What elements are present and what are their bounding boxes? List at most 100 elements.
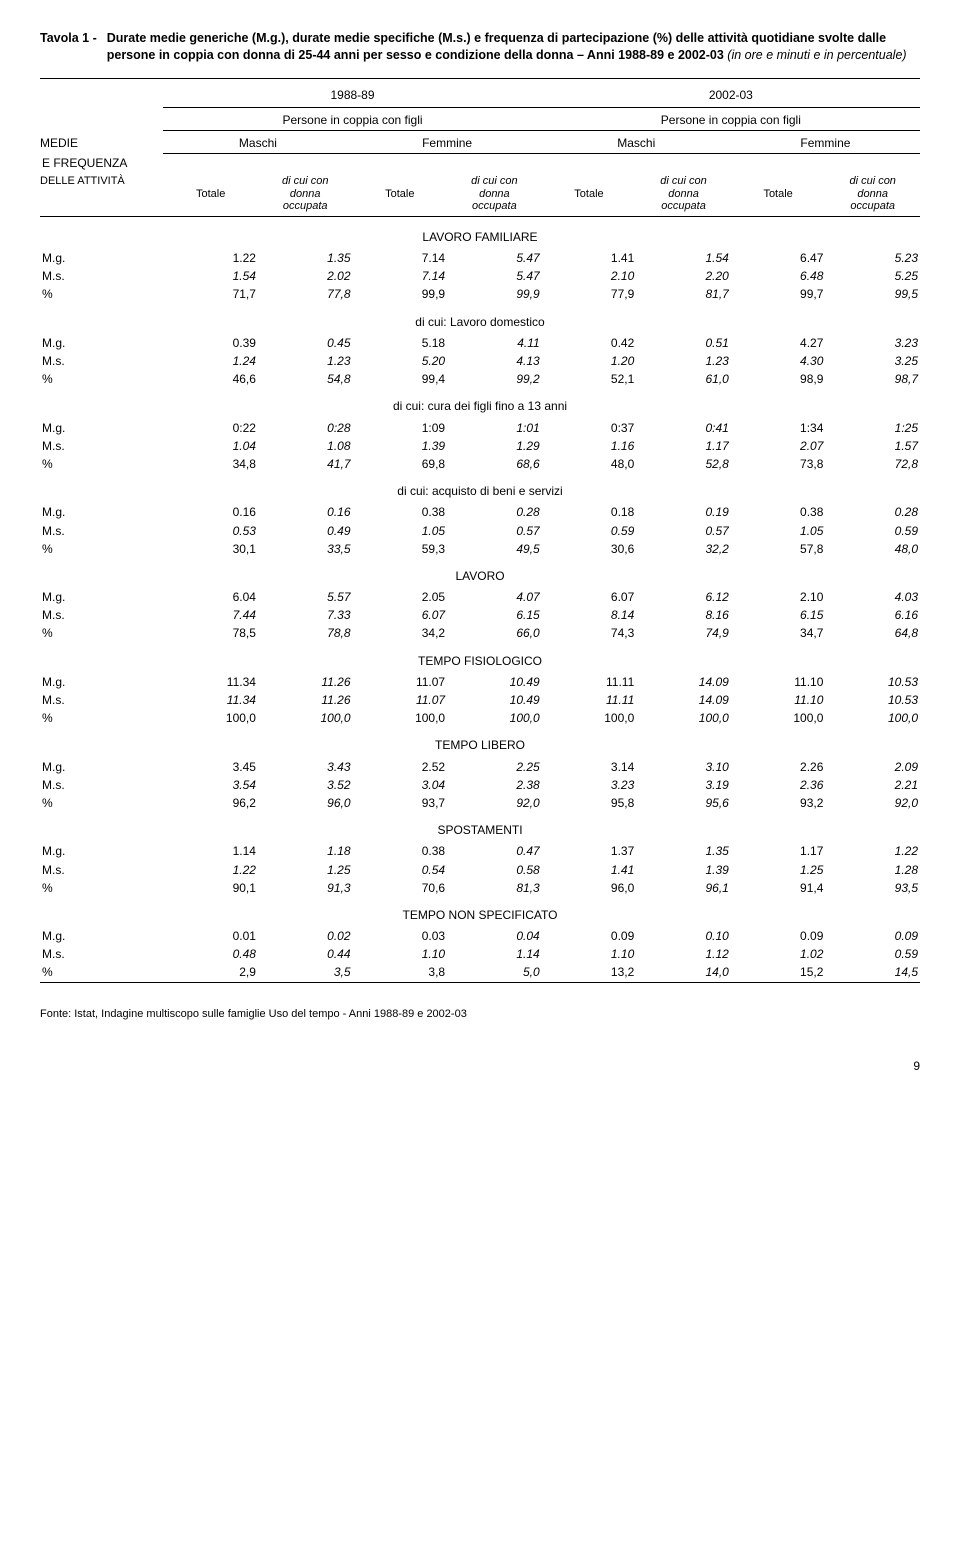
data-cell: 61,0 <box>636 370 731 388</box>
data-cell: 5.47 <box>447 249 542 267</box>
row-label: M.s. <box>40 437 163 455</box>
col-tot: Totale <box>731 172 826 216</box>
table-row: M.s.11.3411.2611.0710.4911.1114.0911.101… <box>40 691 920 709</box>
col-subheader-row: DELLE ATTIVITÀ Totale di cui condonnaocc… <box>40 172 920 216</box>
data-cell: 0.59 <box>542 522 637 540</box>
row-label: M.s. <box>40 267 163 285</box>
row-label: M.s. <box>40 945 163 963</box>
data-cell: 2.52 <box>353 758 448 776</box>
section-title: TEMPO NON SPECIFICATO <box>40 897 920 927</box>
data-cell: 7.33 <box>258 606 353 624</box>
data-cell: 3.25 <box>825 352 920 370</box>
data-cell: 41,7 <box>258 455 353 473</box>
data-cell: 48,0 <box>542 455 637 473</box>
rule-sex: E FREQUENZA <box>40 154 920 172</box>
data-cell: 0.10 <box>636 927 731 945</box>
data-cell: 6.15 <box>731 606 826 624</box>
data-cell: 10.49 <box>447 673 542 691</box>
col-dicui: di cui condonnaoccupata <box>636 172 731 216</box>
section-title: LAVORO <box>40 558 920 588</box>
data-cell: 100,0 <box>731 709 826 727</box>
table-row: M.s.1.542.027.145.472.102.206.485.25 <box>40 267 920 285</box>
data-cell: 0.04 <box>447 927 542 945</box>
data-cell: 95,8 <box>542 794 637 812</box>
data-cell: 10.53 <box>825 691 920 709</box>
data-cell: 5.47 <box>447 267 542 285</box>
data-cell: 11.10 <box>731 691 826 709</box>
col-dicui: di cui condonnaoccupata <box>258 172 353 216</box>
row-label: M.s. <box>40 522 163 540</box>
data-cell: 100,0 <box>447 709 542 727</box>
data-cell: 1.20 <box>542 352 637 370</box>
data-cell: 0.38 <box>353 503 448 521</box>
data-cell: 99,2 <box>447 370 542 388</box>
data-cell: 1.08 <box>258 437 353 455</box>
data-cell: 0.09 <box>542 927 637 945</box>
section-header: TEMPO FISIOLOGICO <box>40 643 920 673</box>
rule-bottom <box>40 982 920 985</box>
section-title: TEMPO LIBERO <box>40 727 920 757</box>
data-cell: 0.59 <box>825 945 920 963</box>
rule-top <box>40 78 920 79</box>
col-dicui: di cui condonnaoccupata <box>447 172 542 216</box>
data-cell: 46,6 <box>163 370 258 388</box>
row-label: M.s. <box>40 776 163 794</box>
data-cell: 77,8 <box>258 285 353 303</box>
data-cell: 1.22 <box>163 861 258 879</box>
data-cell: 54,8 <box>258 370 353 388</box>
data-cell: 3.19 <box>636 776 731 794</box>
data-cell: 91,3 <box>258 879 353 897</box>
data-cell: 1.54 <box>163 267 258 285</box>
data-cell: 98,7 <box>825 370 920 388</box>
row-label: % <box>40 370 163 388</box>
data-cell: 0.42 <box>542 334 637 352</box>
data-cell: 0.16 <box>258 503 353 521</box>
data-cell: 5.25 <box>825 267 920 285</box>
data-cell: 10.49 <box>447 691 542 709</box>
data-cell: 1.23 <box>636 352 731 370</box>
table-row: %30,133,559,349,530,632,257,848,0 <box>40 540 920 558</box>
table-row: %100,0100,0100,0100,0100,0100,0100,0100,… <box>40 709 920 727</box>
col-tot: Totale <box>163 172 258 216</box>
data-cell: 100,0 <box>163 709 258 727</box>
row-label: M.s. <box>40 861 163 879</box>
data-cell: 96,1 <box>636 879 731 897</box>
data-cell: 0.57 <box>447 522 542 540</box>
data-cell: 30,1 <box>163 540 258 558</box>
data-cell: 0.49 <box>258 522 353 540</box>
data-cell: 0:41 <box>636 419 731 437</box>
data-cell: 1.24 <box>163 352 258 370</box>
data-cell: 73,8 <box>731 455 826 473</box>
data-cell: 1.28 <box>825 861 920 879</box>
data-cell: 93,2 <box>731 794 826 812</box>
table-row: M.s.1.221.250.540.581.411.391.251.28 <box>40 861 920 879</box>
data-cell: 1.14 <box>163 842 258 860</box>
data-cell: 100,0 <box>353 709 448 727</box>
data-cell: 98,9 <box>731 370 826 388</box>
data-cell: 1.22 <box>163 249 258 267</box>
period-a: 1988-89 <box>163 83 541 108</box>
sex-row: MEDIE Maschi Femmine Maschi Femmine <box>40 133 920 154</box>
data-cell: 34,7 <box>731 624 826 642</box>
section-title: SPOSTAMENTI <box>40 812 920 842</box>
table-row: M.s.1.041.081.391.291.161.172.071.57 <box>40 437 920 455</box>
data-cell: 14,0 <box>636 963 731 982</box>
data-cell: 1.04 <box>163 437 258 455</box>
data-cell: 11.34 <box>163 691 258 709</box>
data-cell: 2.25 <box>447 758 542 776</box>
data-cell: 0.53 <box>163 522 258 540</box>
data-cell: 0.38 <box>353 842 448 860</box>
row-label: % <box>40 963 163 982</box>
section-header: LAVORO FAMILIARE <box>40 219 920 249</box>
data-cell: 1.17 <box>731 842 826 860</box>
data-cell: 6.15 <box>447 606 542 624</box>
row-label: M.g. <box>40 758 163 776</box>
data-cell: 8.14 <box>542 606 637 624</box>
row-label: % <box>40 879 163 897</box>
data-cell: 6.47 <box>731 249 826 267</box>
section-title: di cui: acquisto di beni e servizi <box>40 473 920 503</box>
maschi-a: Maschi <box>163 133 352 154</box>
table-row: M.g.1.141.180.380.471.371.351.171.22 <box>40 842 920 860</box>
data-cell: 3.04 <box>353 776 448 794</box>
row-label: % <box>40 285 163 303</box>
